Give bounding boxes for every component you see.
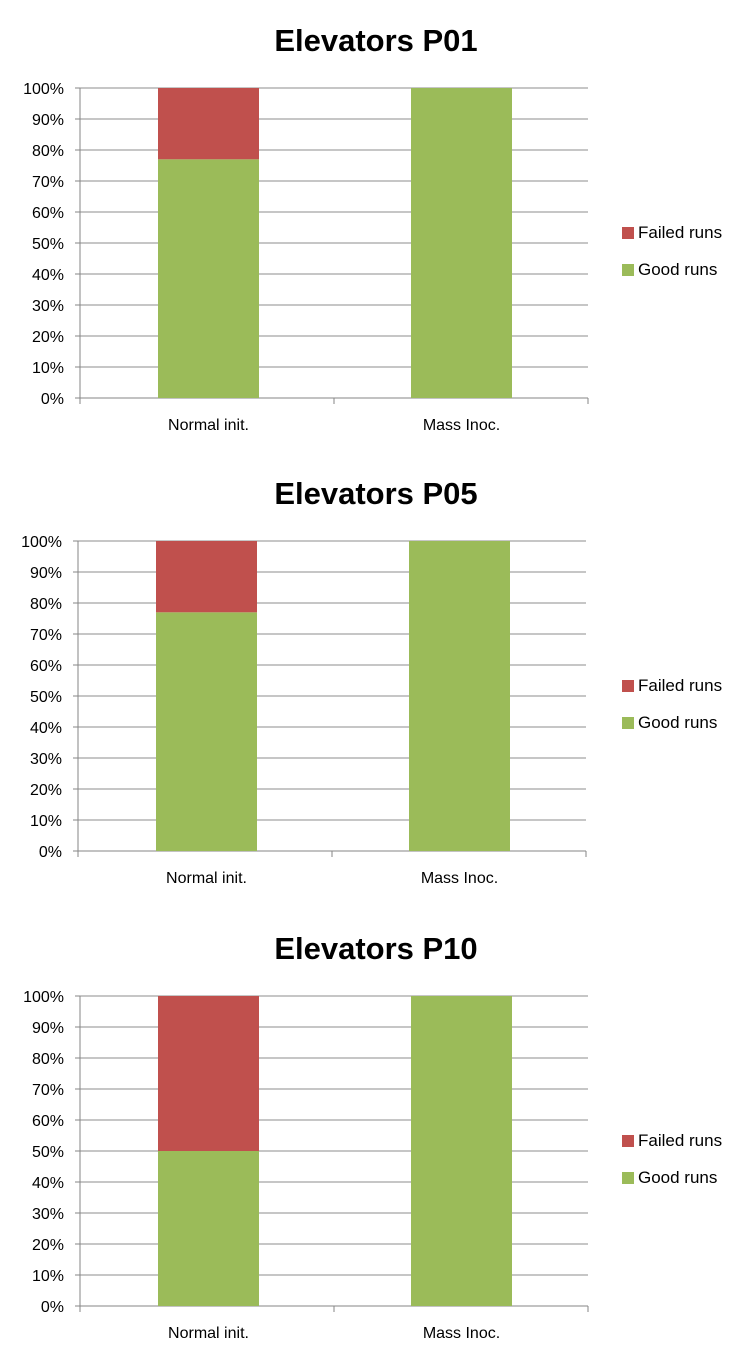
x-tick-label: Mass Inoc. <box>423 417 500 434</box>
y-tick-label: 90% <box>30 565 62 582</box>
legend-swatch <box>622 1135 634 1147</box>
y-tick-label: 10% <box>30 813 62 830</box>
y-tick-label: 50% <box>30 689 62 706</box>
chart-title: Elevators P01 <box>274 23 477 58</box>
legend-label: Good runs <box>638 713 717 732</box>
bar-good-runs-mass-inoc <box>411 88 512 398</box>
bar-good-runs-normal-init <box>158 1151 259 1306</box>
y-tick-label: 90% <box>32 1020 64 1037</box>
bar-good-runs-normal-init <box>158 159 259 398</box>
y-tick-label: 100% <box>21 534 62 551</box>
y-tick-label: 80% <box>32 143 64 160</box>
legend-swatch <box>622 717 634 729</box>
y-tick-label: 10% <box>32 360 64 377</box>
y-tick-label: 20% <box>32 329 64 346</box>
legend-label: Failed runs <box>638 676 722 695</box>
y-tick-label: 70% <box>32 1082 64 1099</box>
legend-swatch <box>622 680 634 692</box>
y-tick-label: 80% <box>30 596 62 613</box>
chart-title: Elevators P10 <box>274 931 477 966</box>
y-tick-label: 30% <box>30 751 62 768</box>
y-tick-label: 90% <box>32 112 64 129</box>
y-tick-label: 70% <box>30 627 62 644</box>
legend-swatch <box>622 264 634 276</box>
y-tick-label: 50% <box>32 236 64 253</box>
legend-label: Good runs <box>638 260 717 279</box>
x-tick-label: Normal init. <box>166 870 247 887</box>
y-tick-label: 0% <box>39 844 62 861</box>
y-tick-label: 40% <box>32 267 64 284</box>
legend-label: Failed runs <box>638 1131 722 1150</box>
x-tick-label: Normal init. <box>168 1325 249 1342</box>
y-tick-label: 100% <box>23 989 64 1006</box>
chart-1: Elevators P01 0% 10% 20% 30% 40% 50% 60% 70% 80% 9… <box>23 23 722 434</box>
y-tick-label: 20% <box>32 1237 64 1254</box>
y-tick-label: 40% <box>30 720 62 737</box>
legend-label: Good runs <box>638 1168 717 1187</box>
chart-3: Elevators P10 0% 10% 20% 30% 40% 50% 60% 70% 80% 9… <box>23 931 722 1342</box>
y-tick-label: 30% <box>32 298 64 315</box>
bar-failed-runs-normal-init <box>158 88 259 160</box>
bar-good-runs-mass-inoc <box>409 541 510 851</box>
y-tick-label: 30% <box>32 1206 64 1223</box>
bar-good-runs-mass-inoc <box>411 996 512 1306</box>
y-tick-label: 40% <box>32 1175 64 1192</box>
bar-good-runs-normal-init <box>156 612 257 851</box>
x-tick-label: Mass Inoc. <box>421 870 498 887</box>
legend-label: Failed runs <box>638 223 722 242</box>
legend-swatch <box>622 227 634 239</box>
bar-failed-runs-normal-init <box>158 996 259 1151</box>
x-tick-label: Normal init. <box>168 417 249 434</box>
y-tick-label: 50% <box>32 1144 64 1161</box>
bar-failed-runs-normal-init <box>156 541 257 613</box>
x-tick-label: Mass Inoc. <box>423 1325 500 1342</box>
legend-swatch <box>622 1172 634 1184</box>
y-tick-label: 0% <box>41 1299 64 1316</box>
chart-2: Elevators P05 0% 10% 20% 30% 40% 50% 60% 70% 80% 9… <box>21 476 722 887</box>
chart-title: Elevators P05 <box>274 476 477 511</box>
y-tick-label: 10% <box>32 1268 64 1285</box>
y-tick-label: 70% <box>32 174 64 191</box>
y-tick-label: 60% <box>30 658 62 675</box>
y-tick-label: 100% <box>23 81 64 98</box>
y-tick-label: 20% <box>30 782 62 799</box>
y-tick-label: 60% <box>32 1113 64 1130</box>
y-tick-label: 80% <box>32 1051 64 1068</box>
y-tick-label: 60% <box>32 205 64 222</box>
y-tick-label: 0% <box>41 391 64 408</box>
